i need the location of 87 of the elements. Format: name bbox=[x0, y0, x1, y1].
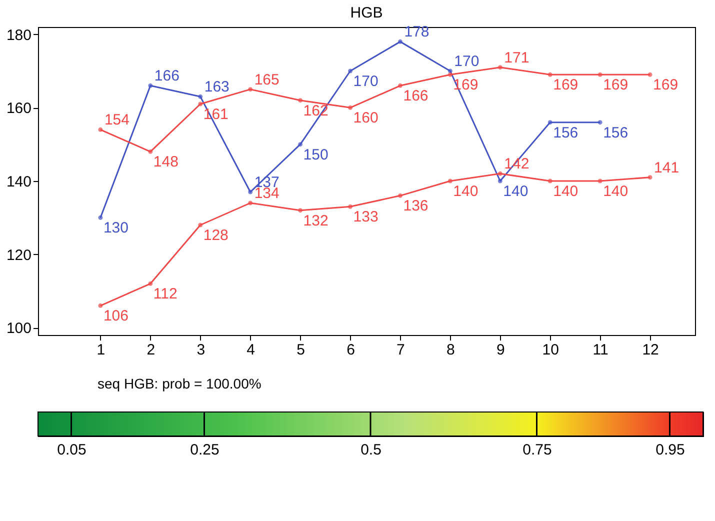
point bbox=[448, 178, 452, 184]
data-label: 140 bbox=[503, 183, 528, 200]
data-label: 166 bbox=[154, 68, 180, 85]
point bbox=[148, 149, 153, 154]
x-tick-label: 8 bbox=[446, 342, 455, 358]
point bbox=[98, 215, 103, 220]
x-tick-label: 1 bbox=[96, 342, 106, 358]
color-bar-label: 0.5 bbox=[360, 442, 382, 458]
data-label: 133 bbox=[353, 208, 378, 226]
data-label: 112 bbox=[153, 286, 178, 303]
x-tick-label: 12 bbox=[642, 342, 659, 358]
point bbox=[348, 204, 352, 209]
color-bar-label: 0.95 bbox=[656, 442, 685, 458]
data-label: 169 bbox=[603, 76, 628, 94]
x-tick-label: 3 bbox=[196, 342, 206, 358]
point bbox=[148, 281, 153, 286]
point bbox=[298, 142, 303, 147]
data-label: 165 bbox=[254, 71, 280, 88]
point bbox=[198, 102, 203, 106]
data-label: 156 bbox=[553, 124, 578, 142]
color-bar-label: 0.05 bbox=[57, 442, 86, 458]
point bbox=[248, 200, 253, 206]
x-tick-label: 2 bbox=[146, 342, 156, 358]
data-label: 128 bbox=[203, 227, 228, 244]
point bbox=[548, 178, 552, 184]
data-label: 178 bbox=[404, 24, 430, 41]
data-label: 141 bbox=[654, 159, 680, 176]
point bbox=[598, 120, 602, 125]
color-bar-label: 0.25 bbox=[190, 442, 220, 458]
data-label: 132 bbox=[303, 212, 328, 230]
data-label: 169 bbox=[653, 76, 678, 94]
point bbox=[398, 83, 402, 88]
point bbox=[298, 98, 303, 103]
data-label: 154 bbox=[104, 112, 130, 129]
x-tick-label: 6 bbox=[346, 342, 355, 358]
x-tick-label: 4 bbox=[246, 342, 256, 358]
data-label: 170 bbox=[454, 53, 480, 70]
y-tick-label: 120 bbox=[6, 246, 32, 264]
data-label: 169 bbox=[553, 76, 578, 94]
point bbox=[598, 72, 602, 77]
point bbox=[98, 303, 103, 308]
point bbox=[98, 127, 103, 132]
x-tick-label: 5 bbox=[296, 342, 305, 358]
x-tick-label: 7 bbox=[396, 342, 405, 358]
point bbox=[148, 83, 153, 88]
data-label: 160 bbox=[353, 110, 378, 127]
point bbox=[248, 87, 253, 92]
point bbox=[498, 65, 502, 70]
data-label: 163 bbox=[204, 78, 230, 96]
point bbox=[448, 72, 452, 77]
data-label: 130 bbox=[103, 220, 128, 237]
color-bar-label: 0.75 bbox=[522, 442, 552, 458]
chart-title: HGB bbox=[350, 4, 383, 22]
data-label: 140 bbox=[553, 183, 578, 200]
point bbox=[348, 105, 352, 110]
data-label: 106 bbox=[103, 308, 128, 325]
point bbox=[248, 190, 253, 194]
point bbox=[648, 175, 652, 180]
x-tick-label: 9 bbox=[496, 342, 505, 358]
point bbox=[548, 72, 552, 77]
x-tick-label: 11 bbox=[592, 342, 608, 358]
data-label: 171 bbox=[504, 49, 530, 66]
data-label: 148 bbox=[153, 154, 178, 171]
point bbox=[548, 120, 552, 125]
data-label: 140 bbox=[603, 183, 628, 200]
data-label: 136 bbox=[403, 198, 428, 215]
data-label: 156 bbox=[603, 124, 628, 142]
point bbox=[498, 178, 502, 184]
point bbox=[398, 39, 402, 44]
data-label: 140 bbox=[453, 183, 478, 200]
data-label: 166 bbox=[403, 88, 428, 105]
y-tick-label: 180 bbox=[6, 26, 32, 44]
point bbox=[198, 222, 203, 228]
y-tick-label: 100 bbox=[6, 320, 32, 338]
point bbox=[598, 178, 602, 184]
data-label: 170 bbox=[353, 73, 378, 90]
point bbox=[398, 193, 402, 198]
point bbox=[648, 72, 652, 77]
x-tick-label: 10 bbox=[542, 342, 559, 358]
point bbox=[498, 171, 502, 176]
point bbox=[348, 68, 352, 74]
y-tick-label: 140 bbox=[6, 174, 32, 190]
data-label: 150 bbox=[303, 146, 328, 164]
point bbox=[198, 94, 203, 99]
y-tick-label: 160 bbox=[6, 100, 32, 118]
text: seq HGB: prob = 100.00% bbox=[98, 375, 262, 392]
point bbox=[298, 208, 303, 213]
